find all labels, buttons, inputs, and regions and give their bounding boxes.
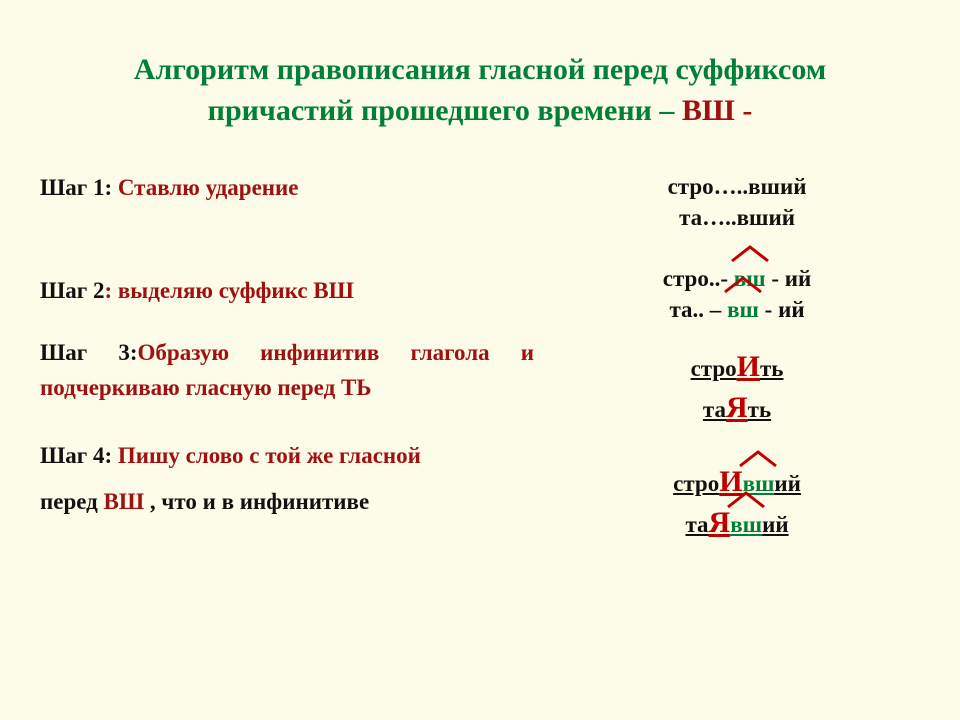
- example-block-1: стро…..вший та…..вший: [554, 171, 920, 233]
- ex3-l2-ya: Я: [726, 391, 748, 424]
- step2-label: Шаг 2: [40, 278, 104, 303]
- ex3-line1: строИть: [554, 347, 920, 388]
- title-line2b: ВШ -: [682, 94, 752, 127]
- step-4: Шаг 4: Пишу слово с той же гласной перед…: [40, 433, 534, 525]
- step4-text1: Пишу слово с той же гласной: [118, 443, 421, 468]
- ex4-l2-a: та: [685, 512, 708, 537]
- ex4-line2: таЯвший: [554, 503, 920, 544]
- ex2-line2: та.. – вш - ий: [554, 294, 920, 325]
- step4-label: Шаг 4: [40, 443, 104, 468]
- ex1-line2: та…..вший: [554, 202, 920, 233]
- roof-icon: вш: [727, 294, 759, 325]
- ex3-l1-a: стро: [691, 356, 737, 381]
- ex4-l2-vsh: вш: [730, 512, 762, 537]
- step1-label: Шаг 1:: [40, 175, 112, 200]
- step-1: Шаг 1: Ставлю ударение: [40, 171, 534, 206]
- examples-column: стро…..вший та…..вший стро..- вш - ий та…: [554, 171, 920, 565]
- example-block-3: строИть таЯть: [554, 347, 920, 428]
- title-line2a: причастий прошедшего времени –: [208, 94, 682, 127]
- ex3-l1-i: И: [737, 350, 760, 383]
- step2-text: : выделяю суффикс ВШ: [104, 278, 353, 303]
- steps-column: Шаг 1: Ставлю ударение Шаг 2: выделяю су…: [40, 171, 534, 565]
- step4-text3: , что и в инфинитиве: [150, 489, 369, 514]
- ex2-l2-vsh: вш: [727, 297, 759, 322]
- ex3-line2: таЯть: [554, 388, 920, 429]
- example-block-4: строИвший таЯвший: [554, 462, 920, 543]
- title-line1: Алгоритм правописания гласной перед суфф…: [134, 53, 826, 86]
- ex2-l2-a: та.. –: [669, 297, 727, 322]
- step4-text2: перед: [40, 489, 104, 514]
- ex1-line1: стро…..вший: [554, 171, 920, 202]
- example-block-2: стро..- вш - ий та.. – вш - ий: [554, 263, 920, 325]
- ex4-l1-a: стро: [673, 471, 719, 496]
- step4-colon: :: [104, 443, 117, 468]
- step4-vsh: ВШ: [104, 489, 150, 514]
- ex4-l2-b: ий: [762, 512, 789, 537]
- slide-title: Алгоритм правописания гласной перед суфф…: [40, 50, 920, 131]
- step1-text: Ставлю ударение: [112, 175, 298, 200]
- ex4-l1-b: ий: [774, 471, 801, 496]
- content-area: Шаг 1: Ставлю ударение Шаг 2: выделяю су…: [40, 171, 920, 565]
- step3-label: Шаг 3:: [40, 340, 138, 365]
- ex3-l2-a: та: [703, 397, 726, 422]
- roof-icon: вш: [730, 509, 762, 540]
- ex3-l2-b: ть: [748, 397, 771, 422]
- step-3: Шаг 3:Образую инфинитив глагола и подчер…: [40, 336, 534, 405]
- ex2-l1-b: - ий: [766, 266, 812, 291]
- step-2: Шаг 2: выделяю суффикс ВШ: [40, 274, 534, 309]
- ex2-l2-b: - ий: [759, 297, 805, 322]
- ex4-l2-ya: Я: [709, 506, 731, 539]
- ex3-l1-b: ть: [760, 356, 783, 381]
